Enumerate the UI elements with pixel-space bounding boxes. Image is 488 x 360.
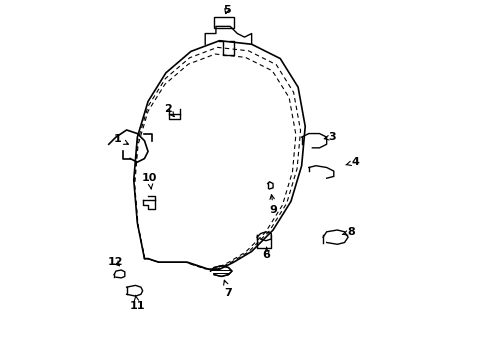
- Text: 2: 2: [163, 104, 174, 117]
- Text: 10: 10: [142, 173, 157, 189]
- Text: 7: 7: [223, 280, 232, 297]
- Text: 1: 1: [114, 134, 128, 144]
- Text: 3: 3: [324, 132, 335, 142]
- Text: 4: 4: [345, 157, 359, 167]
- Bar: [214, 18, 233, 28]
- Polygon shape: [210, 266, 231, 276]
- Text: 12: 12: [108, 257, 123, 267]
- Text: 8: 8: [342, 227, 355, 237]
- Text: 9: 9: [269, 195, 277, 215]
- Text: 6: 6: [262, 247, 270, 260]
- Text: 11: 11: [129, 295, 145, 311]
- Text: 5: 5: [223, 5, 230, 15]
